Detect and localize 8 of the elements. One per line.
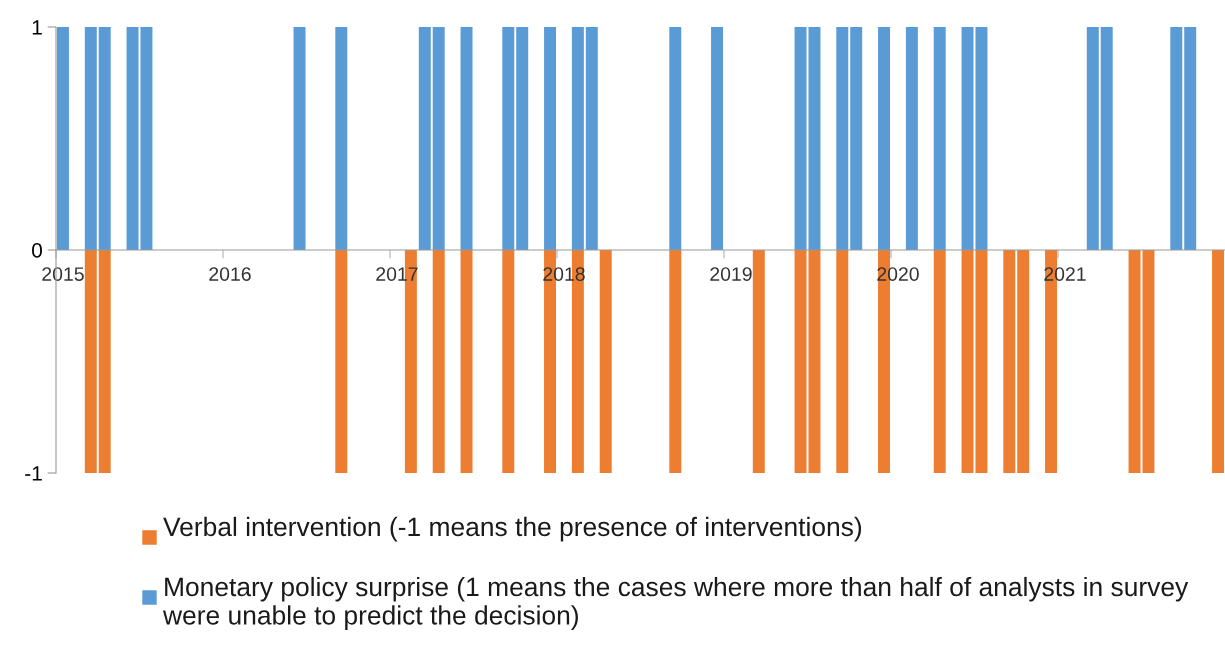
y-tick-label: -1: [25, 466, 42, 481]
y-tick-label: 0: [32, 243, 42, 258]
x-tick-label: 2015: [42, 267, 84, 281]
y-tick-label: 1: [32, 20, 42, 35]
legend-label: Monetary policy surprise (1 means the cases where more than half of analysts in survey were unable to predict the decision): [162, 576, 1189, 630]
x-tick-label: 2016: [209, 267, 251, 281]
x-tick-label: 2019: [710, 267, 752, 281]
legend-label: Verbal intervention (-1 means the presence of interventions): [163, 516, 862, 542]
